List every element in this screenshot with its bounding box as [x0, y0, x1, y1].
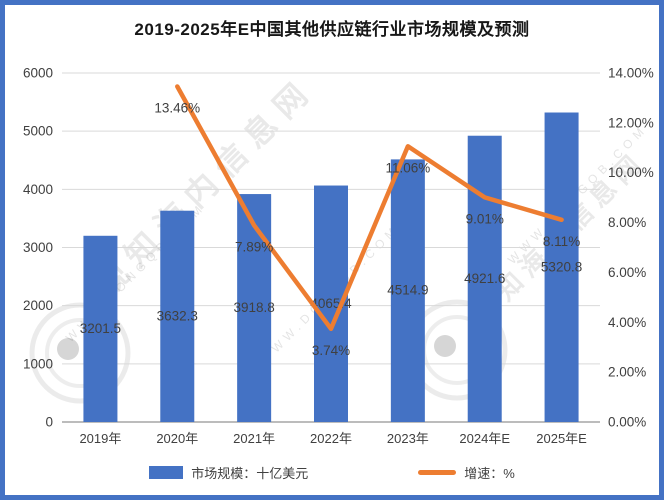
- chart-plot: 0 1000 2000 3000 4000 5000 6000 0.00% 2.00% 4.00%…: [23, 66, 654, 447]
- bar-label-2020年: 3632.3: [157, 308, 198, 323]
- legend-item-growth: 增速：%: [418, 463, 515, 482]
- bar-2019年: [83, 235, 118, 422]
- legend-label-market-size: 市场规模：十亿美元: [191, 466, 309, 481]
- left-axis-tick: 4000: [23, 182, 53, 197]
- left-axis-tick: 6000: [23, 66, 53, 81]
- x-label-2025年E: 2025年E: [536, 431, 587, 446]
- bar-label-2023年: 4514.9: [387, 283, 428, 298]
- chart-legend: 市场规模：十亿美元 增速：%: [5, 463, 659, 482]
- line-label-2023年: 11.06%: [385, 160, 430, 175]
- x-label-2024年E: 2024年E: [459, 431, 510, 446]
- legend-label-growth: 增速：%: [464, 466, 515, 481]
- x-label-2019年: 2019年: [79, 431, 121, 446]
- line-label-2021年: 7.89%: [235, 239, 273, 254]
- bar-label-2019年: 3201.5: [80, 321, 121, 336]
- watermark-stamp-ring: [29, 302, 131, 404]
- left-axis-tick: 5000: [23, 124, 53, 139]
- bar-2025年E: [544, 112, 579, 422]
- left-axis-tick: 2000: [23, 298, 53, 313]
- watermark-stamp-eye: [434, 335, 456, 357]
- right-axis-tick: 4.00%: [608, 315, 646, 330]
- line-label-2022年: 3.74%: [312, 343, 350, 358]
- x-label-2023年: 2023年: [387, 431, 429, 446]
- bar-label-2025年E: 5320.8: [541, 259, 582, 274]
- line-label-2020年: 13.46%: [154, 100, 200, 115]
- line-label-2024年E: 9.01%: [466, 211, 504, 226]
- right-axis-tick: 8.00%: [608, 215, 646, 230]
- bar-2020年: [160, 210, 195, 422]
- x-label-2020年: 2020年: [156, 431, 198, 446]
- bar-label-2021年: 3918.8: [233, 300, 274, 315]
- legend-item-market-size: 市场规模：十亿美元: [149, 463, 308, 482]
- watermark-stamp-eye: [57, 338, 79, 360]
- right-axis-tick: 6.00%: [608, 265, 646, 280]
- left-axis-tick: 0: [45, 415, 53, 430]
- right-axis-tick: 2.00%: [608, 365, 646, 380]
- left-axis-tick: 3000: [23, 240, 53, 255]
- left-axis-tick: 1000: [23, 356, 53, 371]
- right-axis-tick: 12.00%: [608, 115, 654, 130]
- x-label-2021年: 2021年: [233, 431, 275, 446]
- bar-2023年: [390, 159, 425, 423]
- bar-2024年E: [467, 135, 502, 422]
- chart-title: 2019-2025年E中国其他供应链行业市场规模及预测: [134, 20, 530, 39]
- right-axis-tick: 0.00%: [608, 415, 646, 430]
- bar-2021年: [237, 194, 272, 422]
- right-axis-tick: 10.00%: [608, 165, 654, 180]
- bar-series-swatch: [149, 466, 184, 479]
- x-label-2022年: 2022年: [310, 431, 352, 446]
- growth-line: [175, 84, 564, 332]
- line-series-swatch: [418, 470, 457, 475]
- right-axis-tick: 14.00%: [608, 66, 654, 81]
- bar-label-2024年E: 4921.6: [464, 271, 505, 286]
- line-label-2025年E: 8.11%: [543, 234, 580, 249]
